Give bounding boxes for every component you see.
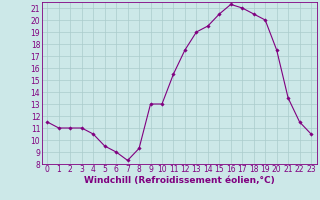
X-axis label: Windchill (Refroidissement éolien,°C): Windchill (Refroidissement éolien,°C)	[84, 176, 275, 185]
